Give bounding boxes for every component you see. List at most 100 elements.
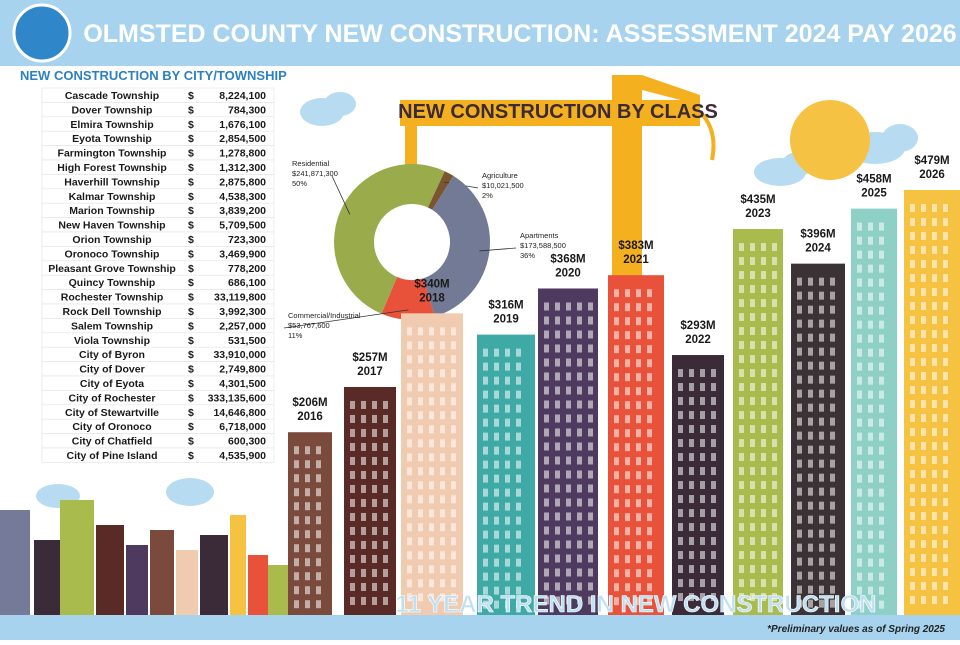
window <box>921 596 926 604</box>
window <box>494 544 499 553</box>
window <box>739 523 744 532</box>
window <box>700 509 705 518</box>
window <box>505 418 510 427</box>
window <box>383 540 388 549</box>
window <box>361 554 366 563</box>
window <box>700 453 705 462</box>
window <box>647 443 652 452</box>
window <box>451 327 456 336</box>
window <box>857 222 862 231</box>
window <box>711 481 716 490</box>
window <box>772 523 777 532</box>
window <box>566 568 571 577</box>
row-value: 600,300 <box>228 436 266 448</box>
window <box>361 484 366 493</box>
window <box>614 359 619 368</box>
window <box>407 551 412 560</box>
window <box>588 484 593 493</box>
footer-bar <box>0 615 960 640</box>
window <box>647 303 652 312</box>
window <box>943 344 948 352</box>
window <box>868 390 873 399</box>
window <box>739 579 744 588</box>
window <box>614 443 619 452</box>
window <box>750 299 755 308</box>
window <box>383 400 388 409</box>
window <box>316 600 321 609</box>
window <box>689 481 694 490</box>
window <box>700 383 705 392</box>
window <box>910 204 915 212</box>
window <box>440 425 445 434</box>
window <box>566 484 571 493</box>
window <box>819 389 824 398</box>
window <box>797 515 802 524</box>
window <box>636 373 641 382</box>
window <box>555 330 560 339</box>
window <box>761 397 766 406</box>
window <box>555 540 560 549</box>
window <box>451 551 456 560</box>
window <box>647 457 652 466</box>
window <box>739 341 744 350</box>
window <box>294 474 299 483</box>
window <box>868 348 873 357</box>
window <box>555 596 560 605</box>
window <box>772 467 777 476</box>
row-value: 686,100 <box>228 277 266 289</box>
window <box>819 403 824 412</box>
window <box>772 369 777 378</box>
window <box>350 428 355 437</box>
window <box>921 372 926 380</box>
window <box>739 299 744 308</box>
window <box>383 484 388 493</box>
window <box>772 537 777 546</box>
window <box>636 317 641 326</box>
window <box>819 361 824 370</box>
window <box>857 320 862 329</box>
window <box>505 488 510 497</box>
row-value: 1,676,100 <box>219 119 266 131</box>
window <box>614 471 619 480</box>
window <box>819 333 824 342</box>
window <box>555 428 560 437</box>
window <box>625 471 630 480</box>
window <box>700 369 705 378</box>
window <box>711 537 716 546</box>
window <box>932 274 937 282</box>
window <box>868 278 873 287</box>
window <box>494 600 499 609</box>
window <box>555 554 560 563</box>
window <box>772 579 777 588</box>
window <box>857 418 862 427</box>
window <box>429 593 434 602</box>
building-value: $293M <box>680 320 715 332</box>
window <box>932 442 937 450</box>
window <box>932 330 937 338</box>
window <box>647 401 652 410</box>
window <box>440 355 445 364</box>
window <box>647 331 652 340</box>
window <box>739 551 744 560</box>
window <box>636 415 641 424</box>
window <box>483 516 488 525</box>
row-currency: $ <box>188 392 194 404</box>
window <box>305 544 310 553</box>
window <box>857 432 862 441</box>
row-name: Marion Township <box>69 205 155 217</box>
window <box>932 484 937 492</box>
window <box>921 204 926 212</box>
window <box>429 565 434 574</box>
window <box>910 316 915 324</box>
row-value: 4,535,900 <box>219 450 266 462</box>
window <box>451 509 456 518</box>
window <box>407 467 412 476</box>
window <box>689 551 694 560</box>
window <box>797 529 802 538</box>
building-value: $435M <box>740 194 775 206</box>
window <box>407 439 412 448</box>
window <box>700 523 705 532</box>
window <box>772 481 777 490</box>
window <box>943 512 948 520</box>
window <box>830 473 835 482</box>
